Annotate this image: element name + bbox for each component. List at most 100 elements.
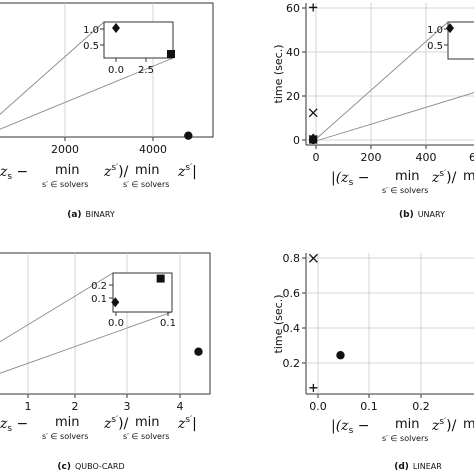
linear-markers [308,253,345,392]
linear-xlabel-sub: s [349,426,354,436]
binary-inset-diamond-marker [112,23,120,33]
unary-inset-diamond-marker [446,23,454,34]
unary-ytick-label: 0 [293,134,300,147]
binary-connector-lines [0,21,174,130]
unary-caption-text: UNARY [418,210,445,219]
qubo-xtick-label: 2 [72,400,79,413]
binary-xticks [64,137,154,141]
binary-inset-yticks [100,28,147,62]
binary-inset-square-marker [167,50,175,58]
unary-inset-markers [446,23,454,34]
linear-ytick-label: 0.6 [283,287,301,300]
qubo-xlabel-mid: − [12,416,28,432]
binary-markers [184,131,193,140]
binary-inset-ytick-label: 0.5 [83,41,99,52]
unary-xlabel-cut: m [463,169,474,184]
unary-xlabel-zsub: s′ [439,169,446,179]
linear-xlabel-z: |(z [331,418,349,434]
qubo-caption: (c) QUBO-CARD [57,462,124,472]
panel-qubo-card: 1 2 3 4 0.2 0.1 0.0 0.1 zs − min s′ ∈ so… [0,252,211,472]
qubo-inset-markers [111,274,165,308]
unary-inset-ytick-label: 1.0 [427,25,443,36]
binary-caption-text: BINARY [86,210,115,219]
unary-xtick-label: 0 [313,151,320,164]
binary-xtick-label: 2000 [51,143,79,156]
linear-xlabel-cut: m [463,417,474,432]
qubo-inset-xtick-label: 0.1 [160,318,176,329]
unary-inset-yticks [444,28,448,46]
linear-ytick-label: 0.2 [283,357,301,370]
linear-xlabel: |(zs − min s′ ∈ solvers zs′)/ m [331,417,474,443]
linear-caption-text: LINEAR [413,462,442,471]
unary-plus-marker [309,3,318,12]
unary-gridlines [306,3,474,145]
svg-text:zs′)/: zs′)/ [103,163,129,180]
qubo-connector-lines [0,272,173,374]
linear-caption-letter: (d) [394,462,409,472]
svg-text:zs −: zs − [0,164,28,182]
panel-linear: time (sec.) 0.8 0.6 0.4 0.2 0.0 0. [272,252,474,472]
panel-binary: 2000 4000 1.0 0.5 0.0 2.5 zs − min s′ ∈ … [0,2,214,220]
linear-circle-marker [336,351,345,360]
qubo-xlabel: zs − min s′ ∈ solvers zs′)/ min s′ ∈ sol… [0,415,197,441]
unary-xlabel-zs: z [431,170,440,186]
unary-xlabel-tail: )/ [446,170,456,186]
linear-xlabel-minsub: s′ ∈ solvers [382,434,428,443]
binary-xlabel-min2: min [135,163,160,178]
linear-xlabel-tail: )/ [446,418,456,434]
binary-inset-xtick-label: 2.5 [138,65,154,76]
linear-ylabel: time (sec.) [272,295,285,354]
qubo-xlabel-zs2sub: s′ [185,415,192,425]
qubo-inset-xtick-label: 0.0 [108,318,124,329]
unary-caption-letter: (b) [399,210,414,220]
binary-inset-markers [112,23,175,58]
binary-inset-xtick-label: 0.0 [108,65,124,76]
qubo-markers [194,347,203,356]
svg-text:zs′)/: zs′)/ [103,415,129,432]
linear-caption: (d) LINEAR [394,462,442,472]
qubo-inset-ytick-label: 0.2 [91,281,107,292]
binary-xlabel-mid: − [12,164,28,180]
binary-xlabel-zs2: z [177,164,186,180]
qubo-xtick-label: 1 [25,400,32,413]
unary-xlabel: |(zs − min s′ ∈ solvers zs′)/ m [331,169,474,195]
linear-ytick-label: 0.8 [283,252,301,265]
svg-text:|(zs −: |(zs − [331,418,369,436]
qubo-xticks [27,394,181,398]
qubo-xlabel-min2: min [135,415,160,430]
qubo-caption-text: QUBO-CARD [75,462,125,471]
linear-ytick-label: 0.4 [283,322,301,335]
qubo-caption-letter: (c) [57,462,71,472]
qubo-xlabel-min: min [55,415,80,430]
qubo-inset-ytick-label: 0.1 [91,294,107,305]
unary-xtick-label: 6 [469,151,474,164]
binary-xtick-label: 4000 [139,143,167,156]
qubo-inset-ticks [109,284,169,316]
qubo-xtick-label: 4 [177,400,184,413]
binary-xlabel-z: z [0,164,8,180]
unary-ytick-label: 20 [286,90,300,103]
unary-ylabel: time (sec.) [272,45,285,104]
unary-markers [308,3,318,145]
unary-xlabel-minsub: s′ ∈ solvers [382,186,428,195]
linear-xlabel-zsub: s′ [439,417,446,427]
unary-xlabel-sub: s [349,178,354,188]
unary-caption: (b) UNARY [399,210,445,220]
binary-xlabel-zs: z [103,164,112,180]
qubo-xlabel-tail: )/ [118,416,128,432]
qubo-inset-diamond-marker [111,297,120,308]
svg-text:|(zs −: |(zs − [331,170,369,188]
qubo-xlabel-sub: s [7,424,12,434]
binary-plot-frame [0,2,214,138]
qubo-inset-square-marker [156,274,165,283]
binary-xlabel-tail: )/ [118,164,128,180]
linear-x-marker [308,253,318,263]
binary-xlabel-minsub: s′ ∈ solvers [42,180,88,189]
unary-ytick-label: 40 [286,46,300,59]
qubo-xlabel-zsub: s′ [111,415,118,425]
qubo-xlabel-minsub: s′ ∈ solvers [42,432,88,441]
unary-ticks [302,7,427,149]
unary-axes [305,3,474,146]
qubo-xtick-label: 3 [124,400,131,413]
